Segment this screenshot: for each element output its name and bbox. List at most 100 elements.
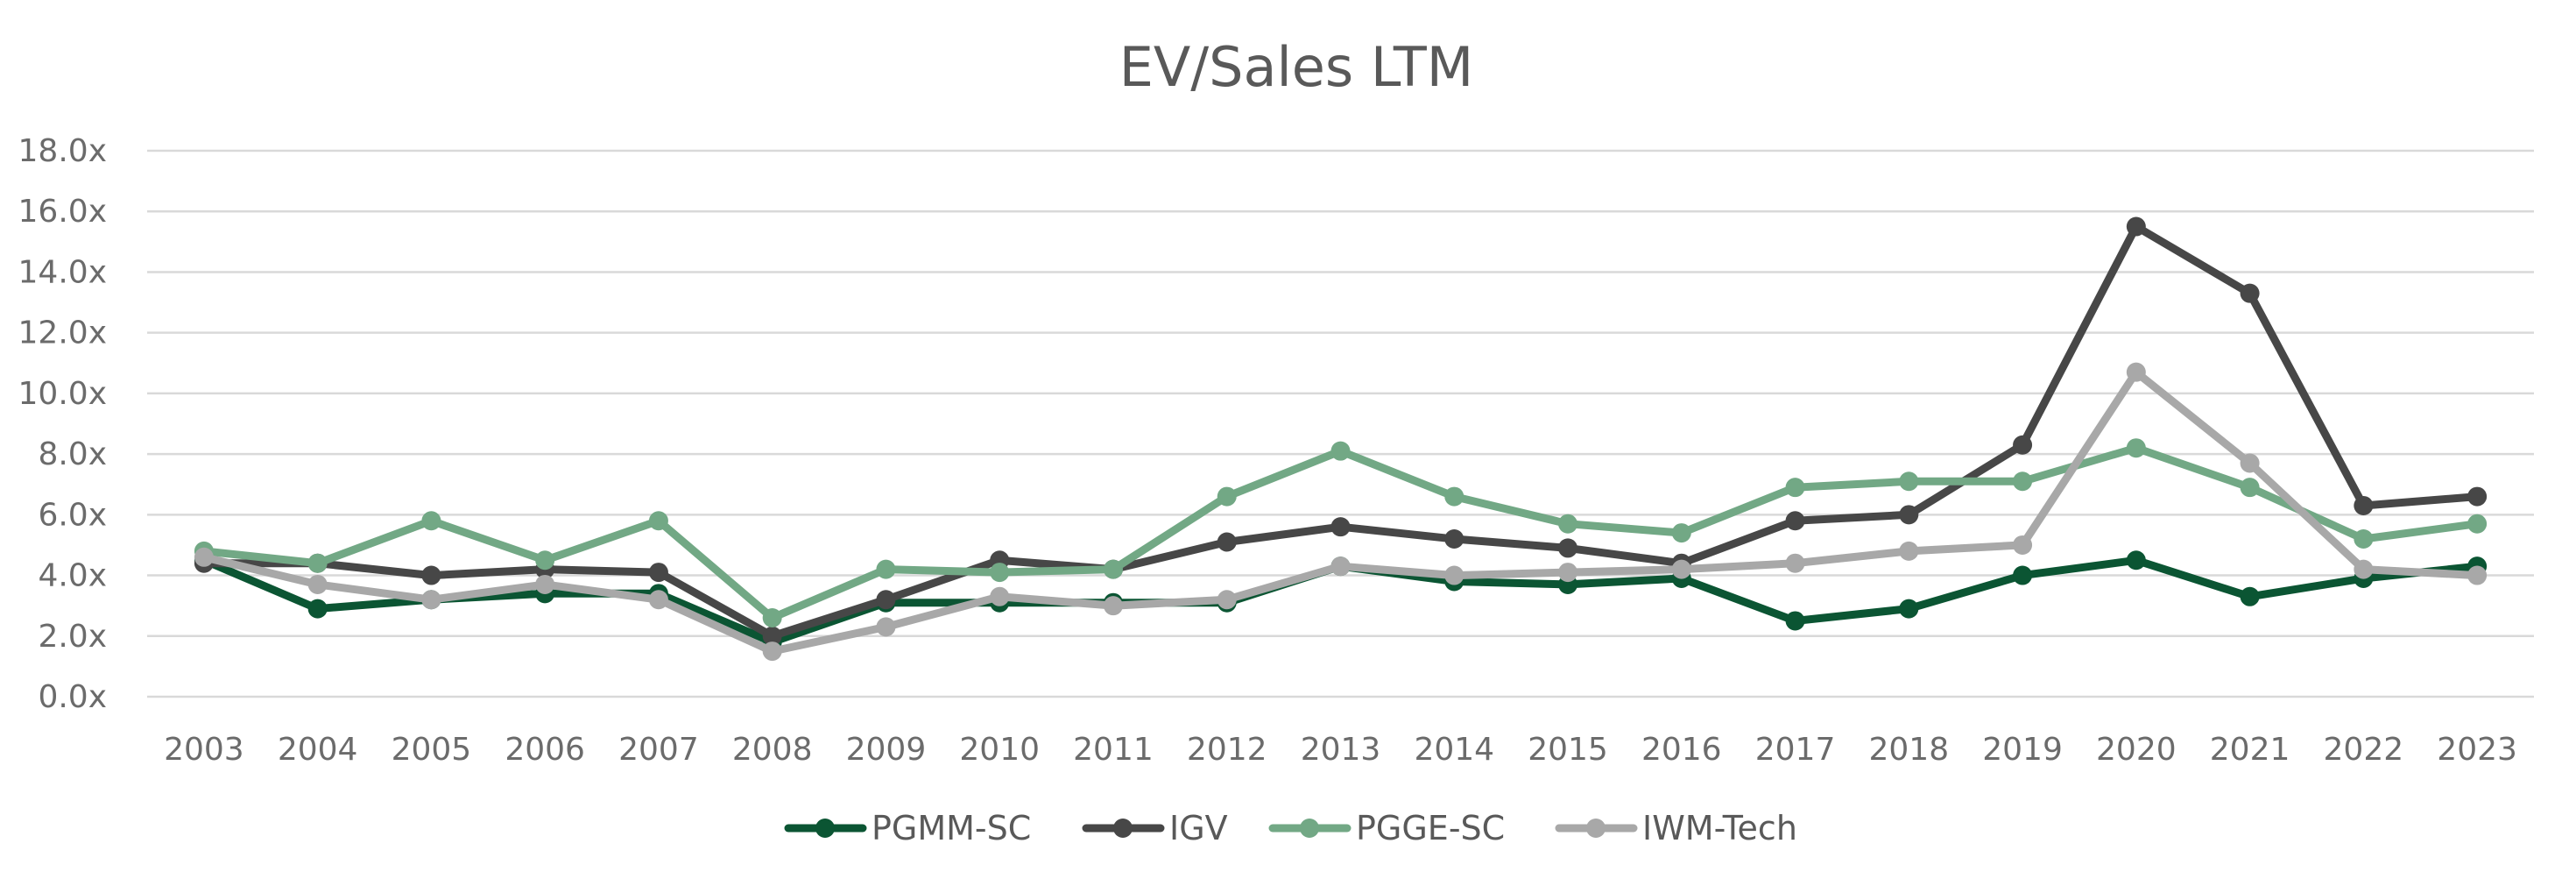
data-point-pgmm-sc	[307, 599, 328, 619]
legend-swatch-marker	[1586, 819, 1606, 838]
x-tick-label: 2010	[959, 732, 1040, 768]
data-point-igv	[1217, 532, 1237, 552]
data-point-igv	[1785, 511, 1805, 531]
data-point-iwm-tech	[1671, 559, 1691, 579]
data-point-pgmm-sc	[1899, 599, 1919, 619]
data-point-pgge-sc	[1899, 471, 1919, 492]
y-tick-label: 16.0x	[18, 194, 107, 230]
data-point-igv	[2354, 495, 2374, 515]
data-point-iwm-tech	[2013, 535, 2033, 555]
x-tick-label: 2019	[1982, 732, 2063, 768]
data-point-pgge-sc	[648, 511, 668, 531]
data-point-iwm-tech	[421, 590, 441, 610]
x-tick-label: 2022	[2324, 732, 2404, 768]
x-tick-label: 2006	[505, 732, 585, 768]
data-point-iwm-tech	[2354, 559, 2374, 579]
data-point-igv	[876, 590, 896, 610]
data-point-igv	[421, 565, 441, 585]
x-tick-label: 2004	[278, 732, 358, 768]
data-point-pgge-sc	[535, 550, 555, 571]
data-point-igv	[1330, 517, 1351, 537]
data-point-iwm-tech	[762, 641, 782, 662]
data-point-pgge-sc	[1671, 523, 1691, 543]
data-point-pgge-sc	[990, 563, 1010, 583]
data-point-igv	[2240, 283, 2260, 303]
series-iwm-tech	[194, 362, 2488, 662]
data-point-iwm-tech	[1330, 556, 1351, 577]
data-point-pgge-sc	[1558, 514, 1578, 534]
x-axis-ticks: 2003 2004 2005 2006 2007 2008 2009 2010 2011 2012…	[164, 732, 2517, 768]
data-point-iwm-tech	[194, 547, 214, 567]
legend-item-pgmm-sc: PGMM-SC	[784, 809, 1031, 847]
y-tick-label: 8.0x	[38, 436, 107, 472]
legend-item-iwm-tech: IWM-Tech	[1555, 809, 1797, 847]
x-tick-label: 2015	[1528, 732, 1608, 768]
y-tick-label: 6.0x	[38, 497, 107, 533]
x-tick-label: 2008	[732, 732, 813, 768]
chart-title: EV/Sales LTM	[1119, 35, 1474, 99]
legend: PGMM-SC IGV PGGE-SC IWM-Tech	[784, 809, 1797, 847]
data-point-pgge-sc	[1330, 441, 1351, 461]
data-point-pgge-sc	[1444, 486, 1464, 507]
y-tick-label: 12.0x	[18, 315, 107, 351]
data-point-iwm-tech	[2126, 362, 2146, 382]
x-tick-label: 2012	[1187, 732, 1267, 768]
x-tick-label: 2011	[1073, 732, 1154, 768]
data-point-iwm-tech	[2240, 453, 2260, 473]
data-point-pgge-sc	[2240, 478, 2260, 498]
data-point-iwm-tech	[535, 574, 555, 594]
legend-label: PGMM-SC	[872, 809, 1031, 847]
y-tick-label: 10.0x	[18, 376, 107, 412]
data-point-iwm-tech	[876, 617, 896, 637]
series-lines	[194, 216, 2488, 662]
data-point-pgge-sc	[1785, 478, 1805, 498]
data-point-pgge-sc	[876, 559, 896, 579]
x-tick-label: 2017	[1755, 732, 1836, 768]
y-axis-ticks: 0.0x 2.0x 4.0x 6.0x 8.0x 10.0x 12.0x 14.0x 16.0x…	[18, 133, 107, 715]
data-point-iwm-tech	[990, 586, 1010, 606]
legend-swatch-marker	[1300, 819, 1319, 838]
data-point-igv	[2013, 435, 2033, 455]
data-point-iwm-tech	[1103, 596, 1123, 616]
data-point-iwm-tech	[1444, 565, 1464, 585]
data-point-igv	[1558, 538, 1578, 558]
data-point-iwm-tech	[1785, 553, 1805, 573]
legend-label: IWM-Tech	[1642, 809, 1797, 847]
legend-item-igv: IGV	[1082, 809, 1228, 847]
data-point-igv	[2126, 216, 2146, 237]
x-tick-label: 2003	[164, 732, 244, 768]
data-point-iwm-tech	[307, 574, 328, 594]
x-tick-label: 2007	[618, 732, 699, 768]
data-point-pgge-sc	[1217, 486, 1237, 507]
data-point-pgge-sc	[2467, 514, 2488, 534]
legend-label: PGGE-SC	[1356, 809, 1505, 847]
legend-swatch-marker	[1113, 819, 1133, 838]
data-point-pgge-sc	[2013, 471, 2033, 492]
x-tick-label: 2014	[1414, 732, 1494, 768]
data-point-pgmm-sc	[1785, 611, 1805, 631]
series-line-iwm-tech	[200, 368, 2481, 656]
data-point-igv	[1899, 505, 1919, 525]
x-tick-label: 2009	[846, 732, 927, 768]
y-tick-label: 14.0x	[18, 254, 107, 290]
data-point-pgge-sc	[2354, 529, 2374, 549]
data-point-iwm-tech	[648, 590, 668, 610]
legend-item-pgge-sc: PGGE-SC	[1268, 809, 1505, 847]
legend-label: IGV	[1169, 809, 1228, 847]
data-point-pgmm-sc	[2126, 550, 2146, 571]
x-tick-label: 2005	[392, 732, 472, 768]
data-point-igv	[1444, 529, 1464, 549]
data-point-iwm-tech	[1217, 590, 1237, 610]
data-point-pgge-sc	[1103, 559, 1123, 579]
y-tick-label: 18.0x	[18, 133, 107, 169]
data-point-igv	[762, 626, 782, 646]
data-point-iwm-tech	[1899, 541, 1919, 561]
y-tick-label: 2.0x	[38, 619, 107, 655]
x-tick-label: 2020	[2096, 732, 2177, 768]
data-point-igv	[648, 563, 668, 583]
data-point-igv	[2467, 486, 2488, 507]
data-point-iwm-tech	[1558, 563, 1578, 583]
x-tick-label: 2023	[2437, 732, 2517, 768]
y-tick-label: 0.0x	[38, 679, 107, 715]
